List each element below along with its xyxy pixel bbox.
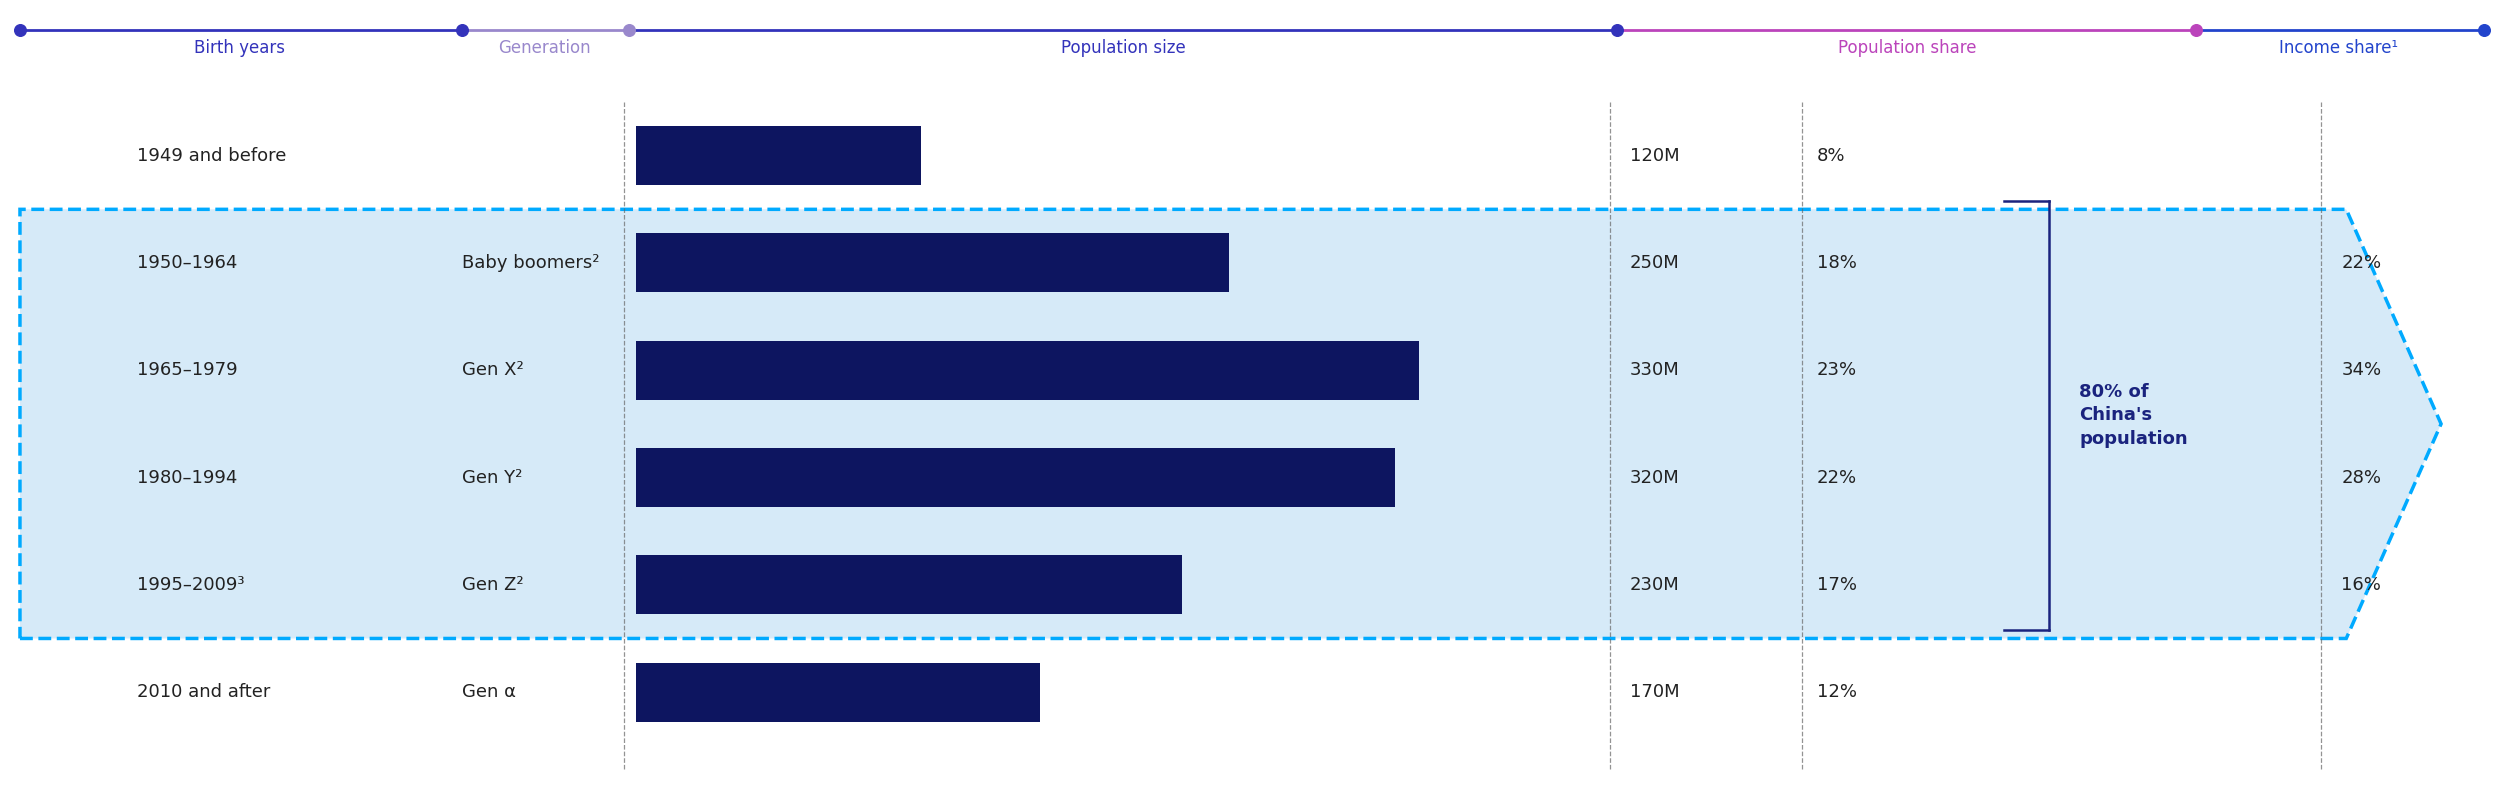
Bar [636, 555, 1183, 615]
Text: 22%: 22% [2341, 254, 2381, 272]
Bar [636, 126, 921, 185]
Text: 1950–1964: 1950–1964 [137, 254, 237, 272]
Text: 170M: 170M [1630, 683, 1680, 701]
Point [442, 24, 482, 36]
Text: Gen Z²: Gen Z² [462, 576, 524, 593]
Text: 1980–1994: 1980–1994 [137, 469, 237, 487]
Text: Population share: Population share [1837, 39, 1977, 57]
Text: 17%: 17% [1817, 576, 1857, 593]
Bar [636, 448, 1395, 507]
Text: 18%: 18% [1817, 254, 1857, 272]
Text: 28%: 28% [2341, 469, 2381, 487]
Point [2177, 24, 2216, 36]
Text: 12%: 12% [1817, 683, 1857, 701]
Text: Baby boomers²: Baby boomers² [462, 254, 599, 272]
Text: 8%: 8% [1817, 147, 1845, 165]
Text: 330M: 330M [1630, 361, 1680, 379]
Text: 1949 and before: 1949 and before [137, 147, 287, 165]
Point [2464, 24, 2496, 36]
Text: 2010 and after: 2010 and after [137, 683, 270, 701]
Text: Income share¹: Income share¹ [2279, 39, 2399, 57]
Text: 1995–2009³: 1995–2009³ [137, 576, 245, 593]
Point [1597, 24, 1637, 36]
Text: 80% of
China's
population: 80% of China's population [2079, 383, 2189, 448]
Polygon shape [20, 210, 2441, 638]
Text: 120M: 120M [1630, 147, 1680, 165]
Text: 34%: 34% [2341, 361, 2381, 379]
Bar [636, 341, 1418, 400]
Text: Generation: Generation [497, 39, 592, 57]
Text: Population size: Population size [1061, 39, 1186, 57]
Bar [636, 233, 1228, 293]
Bar [636, 663, 1038, 721]
Text: Gen X²: Gen X² [462, 361, 524, 379]
Text: 23%: 23% [1817, 361, 1857, 379]
Point [0, 24, 40, 36]
Text: Gen Y²: Gen Y² [462, 469, 522, 487]
Text: Birth years: Birth years [195, 39, 285, 57]
Point [609, 24, 649, 36]
Text: 320M: 320M [1630, 469, 1680, 487]
Text: 230M: 230M [1630, 576, 1680, 593]
Text: 1965–1979: 1965–1979 [137, 361, 237, 379]
Text: 16%: 16% [2341, 576, 2381, 593]
Text: Gen α: Gen α [462, 683, 517, 701]
Text: 22%: 22% [1817, 469, 1857, 487]
Text: 250M: 250M [1630, 254, 1680, 272]
